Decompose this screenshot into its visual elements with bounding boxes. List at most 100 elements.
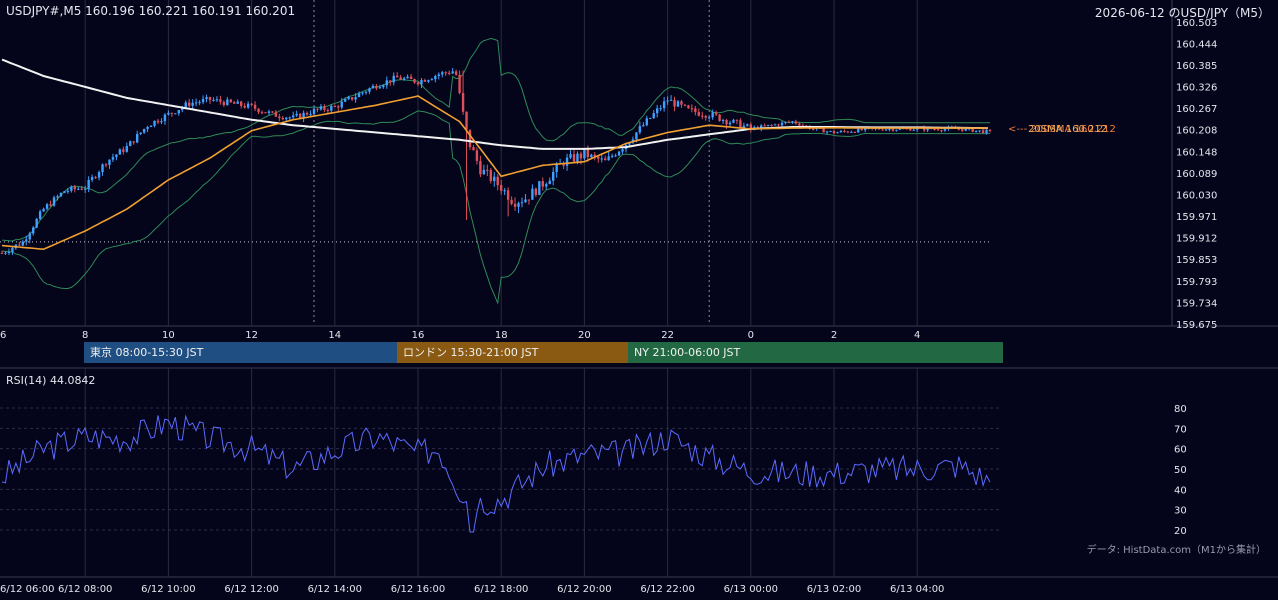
rsi-panel: 80 70 60 50 40 30 20 6/12 06:00 6/12 08:00 6/12 1…: [0, 404, 1187, 595]
candle-body: [215, 99, 219, 101]
bollinger-upper: [1, 37, 990, 242]
candle-body: [496, 176, 499, 186]
candle-body: [604, 158, 607, 161]
candle-body: [402, 78, 406, 80]
candle-body: [468, 129, 472, 148]
candle-body: [423, 80, 427, 82]
candle-body: [645, 118, 648, 126]
rsi-tick-label: 30: [1174, 506, 1187, 517]
time-tick-label: 0: [748, 330, 754, 341]
candle-body: [981, 130, 985, 134]
candle-body: [458, 74, 461, 93]
candle-body: [770, 124, 773, 126]
candle-body: [35, 218, 38, 228]
candle-body: [760, 125, 763, 130]
ohlc-header: USDJPY#,M5 160.196 160.221 160.191 160.2…: [6, 4, 296, 18]
rsi-time-tick-label: 6/12 06:00: [0, 584, 54, 595]
candle-body: [101, 164, 104, 173]
candle-body: [94, 177, 97, 179]
price-tick-label: 159.971: [1176, 212, 1217, 223]
candle-body: [857, 128, 860, 133]
candle-body: [396, 75, 399, 78]
candle-body: [357, 93, 361, 98]
rsi-time-tick-label: 6/12 18:00: [474, 584, 528, 595]
candle-body: [884, 129, 888, 131]
candle-body: [881, 129, 884, 131]
candle-body: [607, 156, 610, 161]
candle-body: [7, 251, 11, 253]
candle-body: [371, 85, 375, 89]
price-tick-label: 160.503: [1176, 18, 1217, 29]
candle-body: [163, 114, 167, 122]
candle-body: [330, 105, 333, 111]
candle-body: [936, 129, 940, 131]
rsi-time-tick-label: 6/13 04:00: [890, 584, 944, 595]
candle-body: [437, 74, 440, 76]
candle-body: [271, 111, 274, 113]
session-bar-ny: NY 21:00-06:00 JST: [628, 342, 1003, 363]
time-tick-label: 10: [162, 330, 175, 341]
time-tick-label: 16: [412, 330, 425, 341]
candle-body: [610, 155, 614, 157]
candle-body: [378, 87, 382, 89]
candle-body: [337, 106, 340, 108]
candle-body: [974, 130, 978, 132]
candle-body: [257, 108, 260, 113]
rsi-time-tick-label: 6/12 22:00: [640, 584, 694, 595]
candle-body: [510, 199, 513, 204]
candle-body: [763, 125, 766, 127]
candle-body: [73, 186, 76, 190]
candle-body: [347, 97, 350, 100]
candle-body: [538, 181, 541, 195]
candle-body: [56, 196, 59, 198]
candle-body: [673, 99, 676, 107]
price-tick-label: 159.793: [1176, 277, 1217, 288]
candle-body: [382, 85, 385, 88]
candle-body: [49, 204, 52, 206]
candle-body: [181, 107, 184, 111]
candle-body: [250, 103, 253, 105]
candle-body: [201, 99, 205, 103]
candle-body: [614, 155, 617, 157]
time-tick-label: 12: [245, 330, 258, 341]
candle-body: [784, 122, 787, 124]
candle-body: [413, 79, 416, 83]
candle-body: [260, 112, 264, 114]
candle-body: [569, 154, 572, 158]
candle-body: [0, 252, 4, 254]
candle-body: [943, 128, 947, 131]
candle-body: [305, 112, 309, 115]
candle-body: [4, 252, 7, 254]
candle-body: [552, 171, 555, 181]
candle-body: [922, 127, 926, 131]
candle-body: [191, 102, 194, 106]
candle-body: [659, 108, 662, 110]
candle-body: [122, 149, 125, 152]
candle-body: [531, 188, 534, 200]
candle-body: [766, 124, 770, 126]
candle-body: [579, 153, 583, 159]
candle-body: [500, 185, 503, 191]
candle-body: [985, 130, 988, 134]
rsi-time-tick-label: 6/12 20:00: [557, 584, 611, 595]
candle-body: [149, 125, 153, 127]
candle-body: [503, 190, 506, 192]
candle-body: [506, 190, 510, 200]
candle-body: [90, 177, 94, 180]
rsi-time-tick-label: 6/12 16:00: [391, 584, 445, 595]
price-tick-label: 160.089: [1176, 169, 1217, 180]
candle-body: [926, 127, 929, 131]
candle-body: [156, 120, 160, 123]
candle-body: [694, 108, 697, 113]
candle-body: [475, 150, 479, 161]
candle-body: [541, 181, 544, 187]
candle-body: [153, 120, 156, 126]
candle-body: [864, 127, 867, 131]
candle-body: [233, 102, 236, 104]
rsi-time-tick-label: 6/12 14:00: [308, 584, 362, 595]
candle-body: [652, 113, 655, 119]
price-tick-label: 160.326: [1176, 83, 1217, 94]
candle-body: [222, 101, 226, 106]
candle-body: [264, 112, 267, 114]
candle-body: [888, 128, 891, 130]
